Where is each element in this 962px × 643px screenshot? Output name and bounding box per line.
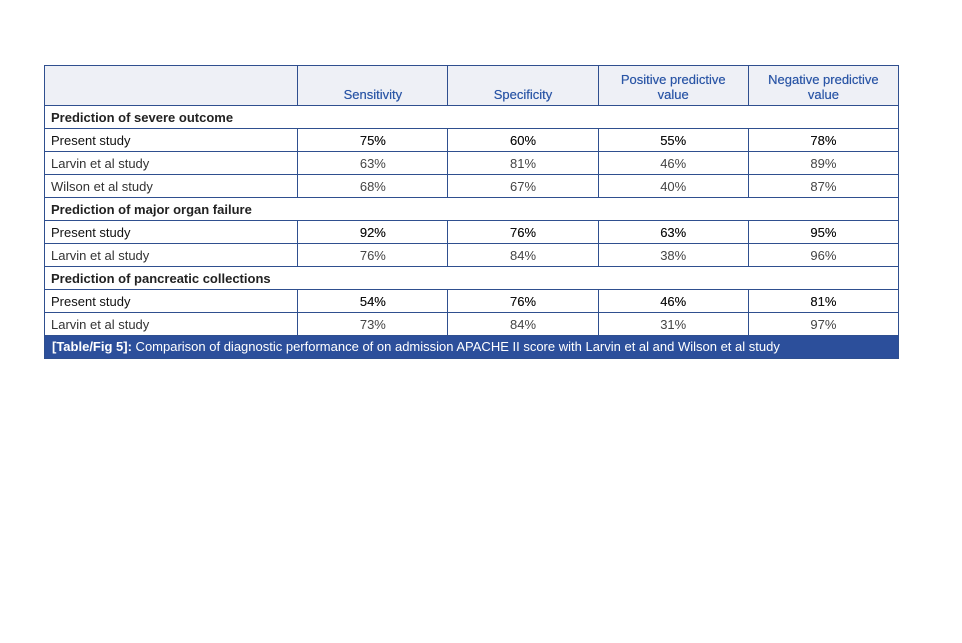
table-cell: 67% bbox=[447, 174, 599, 198]
caption-label: [Table/Fig 5]: bbox=[52, 339, 132, 354]
comparison-table: Sensitivity Specificity Positive predictiv… bbox=[43, 65, 900, 336]
section-row: Prediction of pancreatic collections bbox=[44, 266, 899, 290]
table-cell: 55% bbox=[597, 128, 749, 152]
table-cell: 84% bbox=[447, 243, 599, 267]
section-title: Prediction of severe outcome bbox=[44, 105, 899, 129]
table-cell: 89% bbox=[747, 151, 900, 175]
table-row: Larvin et al study 63% 81% 46% 89% bbox=[43, 151, 900, 175]
section-title: Prediction of pancreatic collections bbox=[44, 266, 899, 290]
table-row: Larvin et al study 73% 84% 31% 97% bbox=[43, 312, 900, 336]
table-cell: 31% bbox=[597, 312, 749, 336]
table-row: Present study 92% 76% 63% 95% bbox=[43, 220, 900, 244]
table-cell: 97% bbox=[747, 312, 900, 336]
table-cell: 76% bbox=[297, 243, 449, 267]
row-label: Larvin et al study bbox=[43, 312, 299, 336]
table-cell: 40% bbox=[597, 174, 749, 198]
section-title: Prediction of major organ failure bbox=[44, 197, 899, 221]
table-cell: 81% bbox=[747, 289, 900, 313]
header-blank bbox=[43, 65, 299, 106]
table-cell: 60% bbox=[447, 128, 599, 152]
table-cell: 63% bbox=[297, 151, 449, 175]
table-cell: 76% bbox=[447, 220, 599, 244]
table-cell: 46% bbox=[597, 151, 749, 175]
table-cell: 38% bbox=[597, 243, 749, 267]
section-row: Prediction of severe outcome bbox=[44, 105, 899, 129]
caption-text: Comparison of diagnostic performance of … bbox=[131, 339, 780, 354]
table-row: Present study 75% 60% 55% 78% bbox=[43, 128, 900, 152]
table-cell: 95% bbox=[747, 220, 900, 244]
row-label: Larvin et al study bbox=[43, 243, 299, 267]
table-cell: 87% bbox=[747, 174, 900, 198]
table-cell: 75% bbox=[297, 128, 449, 152]
table-cell: 46% bbox=[597, 289, 749, 313]
table-cell: 68% bbox=[297, 174, 449, 198]
table-cell: 84% bbox=[447, 312, 599, 336]
table-cell: 96% bbox=[747, 243, 900, 267]
table-cell: 76% bbox=[447, 289, 599, 313]
table-row: Wilson et al study 68% 67% 40% 87% bbox=[43, 174, 900, 198]
column-header: Negative predictive value bbox=[747, 65, 900, 106]
table-cell: 78% bbox=[747, 128, 900, 152]
row-label: Present study bbox=[43, 220, 299, 244]
table-row: Larvin et al study 76% 84% 38% 96% bbox=[43, 243, 900, 267]
table-row: Present study 54% 76% 46% 81% bbox=[43, 289, 900, 313]
row-label: Wilson et al study bbox=[43, 174, 299, 198]
table-cell: 92% bbox=[297, 220, 449, 244]
table-cell: 73% bbox=[297, 312, 449, 336]
row-label: Larvin et al study bbox=[43, 151, 299, 175]
column-header: Specificity bbox=[447, 65, 599, 106]
table-caption: [Table/Fig 5]: Comparison of diagnostic … bbox=[44, 336, 899, 359]
table-cell: 63% bbox=[597, 220, 749, 244]
header-row: Sensitivity Specificity Positive predictiv… bbox=[43, 65, 900, 106]
row-label: Present study bbox=[43, 128, 299, 152]
figure-table: Sensitivity Specificity Positive predictiv… bbox=[43, 65, 900, 359]
table-cell: 81% bbox=[447, 151, 599, 175]
row-label: Present study bbox=[43, 289, 299, 313]
table-cell: 54% bbox=[297, 289, 449, 313]
column-header: Sensitivity bbox=[297, 65, 449, 106]
column-header: Positive predictive value bbox=[597, 65, 749, 106]
section-row: Prediction of major organ failure bbox=[44, 197, 899, 221]
